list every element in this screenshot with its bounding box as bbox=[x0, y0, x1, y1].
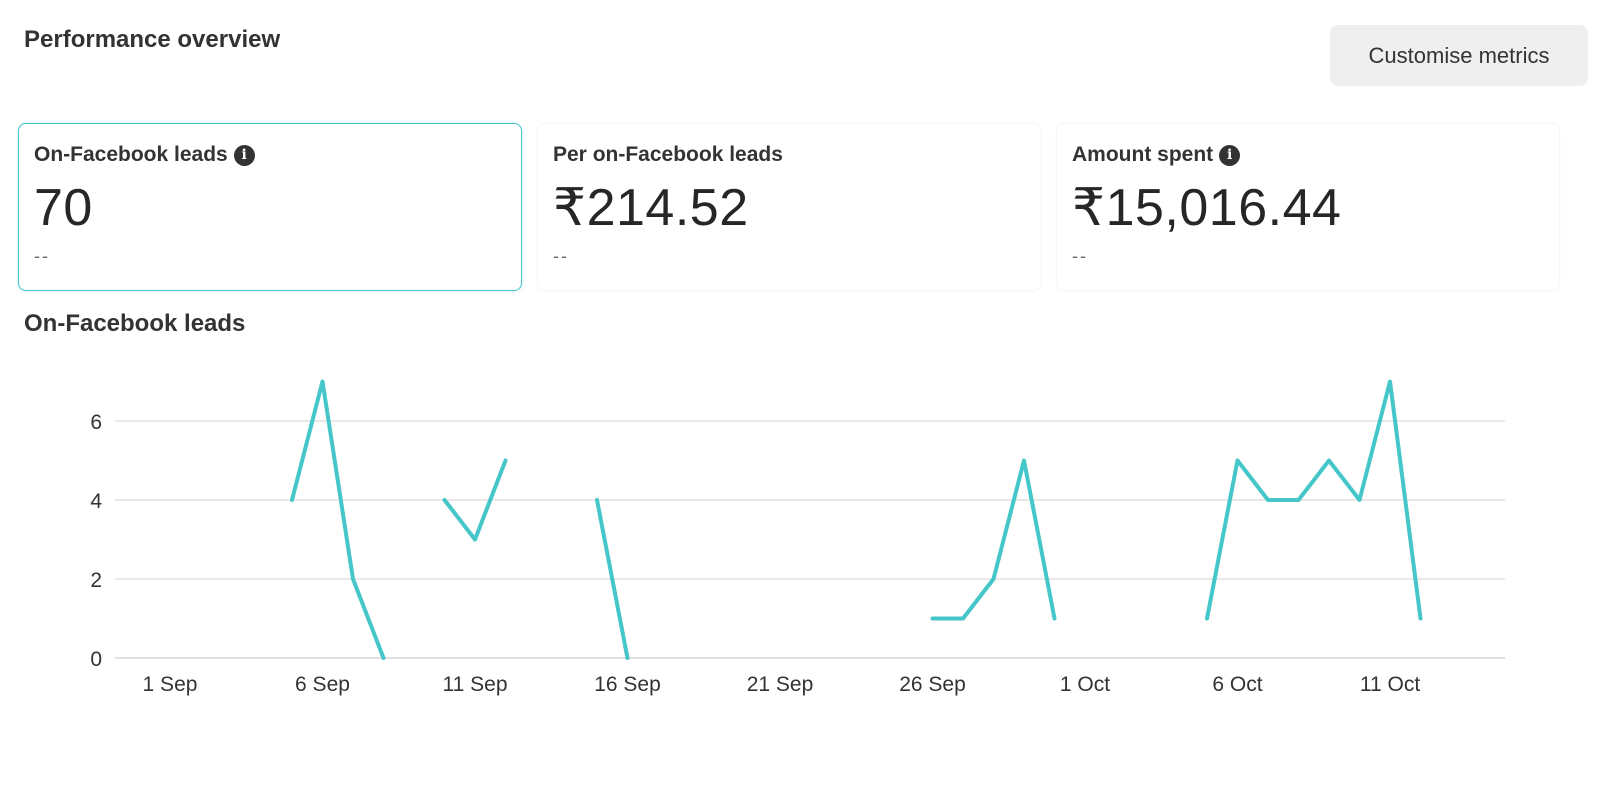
metric-card-amount-spent[interactable]: Amount spent i ₹15,016.44 -- bbox=[1056, 123, 1560, 291]
y-tick-label: 4 bbox=[90, 490, 102, 513]
x-tick-label: 6 Sep bbox=[295, 673, 350, 696]
x-tick-label: 16 Sep bbox=[594, 673, 661, 696]
x-tick-label: 21 Sep bbox=[747, 673, 814, 696]
metric-label-row: Per on-Facebook leads bbox=[553, 140, 1025, 170]
x-tick-label: 1 Sep bbox=[143, 673, 198, 696]
metric-value: ₹214.52 bbox=[553, 179, 749, 237]
series-line-segment bbox=[1205, 379, 1423, 621]
metric-label-row: On-Facebook leads i bbox=[34, 140, 506, 170]
metric-label-row: Amount spent i bbox=[1072, 140, 1544, 170]
metric-comparison: -- bbox=[34, 246, 50, 266]
x-tick-label: 11 Oct bbox=[1360, 673, 1420, 696]
metric-value: ₹15,016.44 bbox=[1072, 179, 1342, 237]
x-tick-label: 1 Oct bbox=[1060, 673, 1110, 696]
x-tick-label: 6 Oct bbox=[1212, 673, 1262, 696]
customise-metrics-button[interactable]: Customise metrics bbox=[1330, 25, 1588, 86]
series-line-segment bbox=[930, 458, 1057, 621]
y-tick-label: 2 bbox=[90, 569, 102, 592]
series-line-segment bbox=[442, 458, 508, 542]
metric-comparison: -- bbox=[553, 246, 569, 266]
metric-comparison: -- bbox=[1072, 246, 1088, 266]
chart-title: On-Facebook leads bbox=[24, 310, 246, 337]
y-tick-label: 0 bbox=[90, 648, 102, 671]
series-line-segment bbox=[595, 498, 630, 660]
metric-card-on-facebook-leads[interactable]: On-Facebook leads i 70 -- bbox=[18, 123, 522, 291]
metric-label: On-Facebook leads bbox=[34, 143, 228, 166]
metric-label: Amount spent bbox=[1072, 143, 1214, 166]
x-tick-label: 26 Sep bbox=[899, 673, 966, 696]
series-line-segment bbox=[290, 379, 386, 660]
info-icon[interactable]: i bbox=[1219, 144, 1241, 166]
x-tick-label: 11 Sep bbox=[443, 673, 508, 696]
on-facebook-leads-line-chart: 0 2 4 6 1 Sep 6 Sep 11 Sep 16 Sep 21 Sep 26 Sep 1 … bbox=[90, 379, 1505, 696]
page-title: Performance overview bbox=[24, 26, 281, 53]
info-icon[interactable]: i bbox=[233, 144, 255, 166]
y-tick-label: 6 bbox=[90, 411, 102, 434]
metric-value: 70 bbox=[34, 179, 93, 237]
metric-label: Per on-Facebook leads bbox=[553, 143, 783, 166]
metric-card-per-on-facebook-leads[interactable]: Per on-Facebook leads ₹214.52 -- bbox=[537, 123, 1041, 291]
